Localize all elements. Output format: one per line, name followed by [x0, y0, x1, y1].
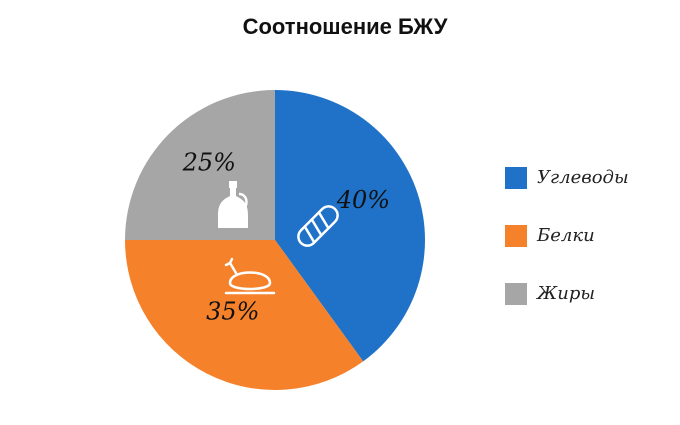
pie-slice — [275, 90, 426, 362]
legend: Углеводы Белки Жиры — [505, 167, 629, 305]
pie — [125, 90, 426, 391]
legend-label: Белки — [536, 225, 595, 246]
chicken-icon — [224, 257, 276, 295]
chart-title: Соотношение БЖУ — [243, 14, 448, 39]
data-label: 40% — [336, 186, 390, 214]
legend-label: Углеводы — [537, 167, 629, 188]
legend-swatch — [505, 283, 527, 305]
bottle-icon — [218, 181, 248, 228]
icons — [218, 181, 339, 295]
legend-swatch — [505, 167, 527, 189]
legend-swatch — [505, 225, 527, 247]
bread-icon — [297, 205, 339, 247]
data-label: 35% — [206, 297, 259, 325]
legend-label: Жиры — [535, 283, 595, 304]
pie-slice — [125, 240, 364, 391]
data-label: 25% — [182, 149, 236, 177]
